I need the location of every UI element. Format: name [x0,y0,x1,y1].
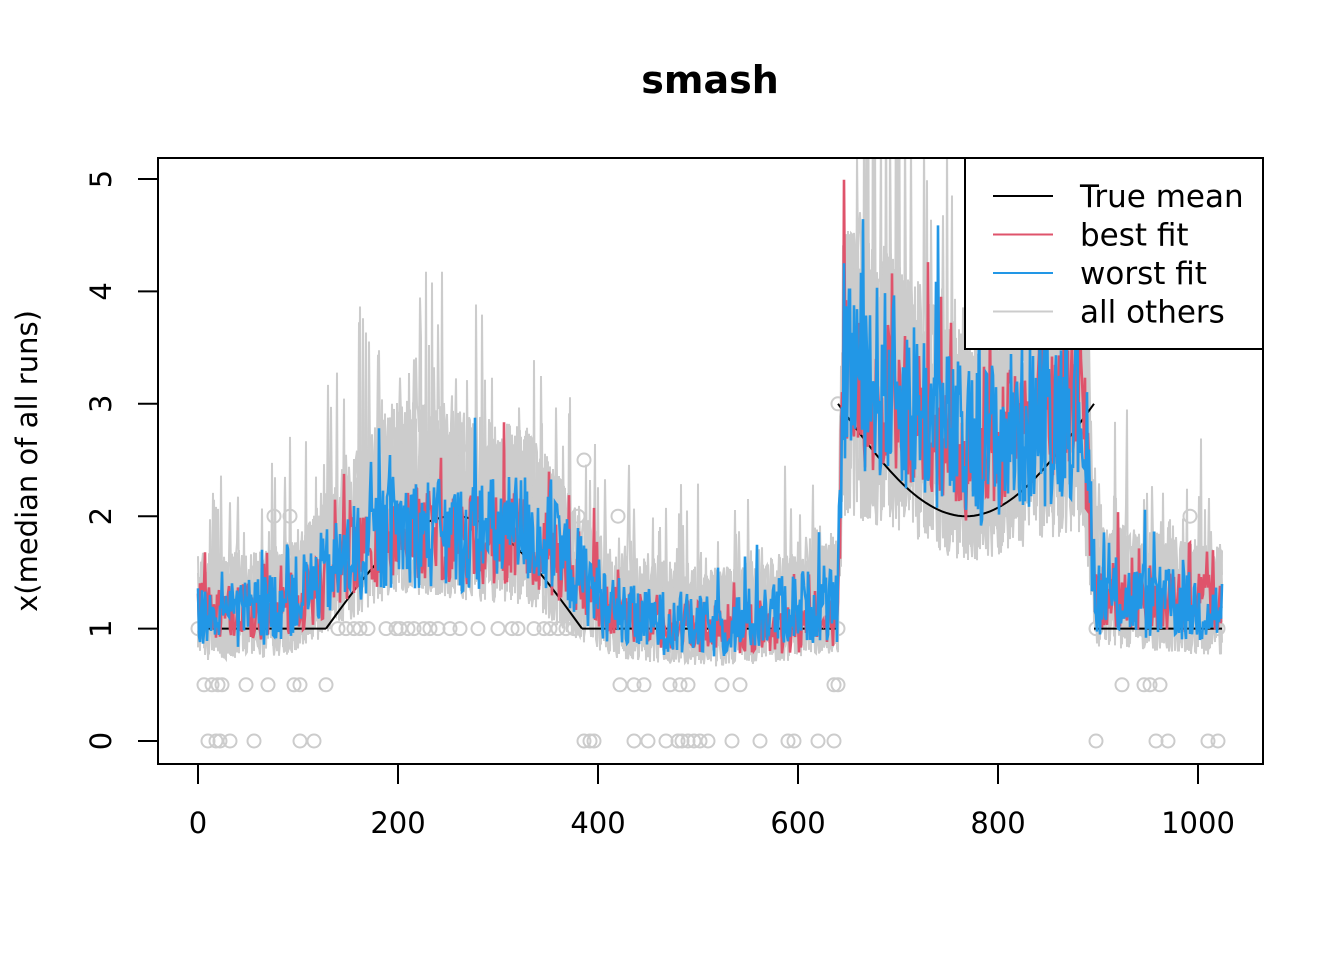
run-median-point [700,733,716,749]
x-tick-label: 1000 [1161,806,1235,840]
run-median-point [360,621,376,637]
run-median-point [586,733,602,749]
run-median-point [352,621,368,637]
run-median-point [222,733,238,749]
run-median-point [826,733,842,749]
run-median-point [286,677,302,693]
run-median-point [542,621,558,637]
y-tick-label: 2 [84,507,118,525]
run-median-point [610,508,626,524]
run-median-point [576,733,592,749]
run-median-point [510,621,526,637]
legend-label: best fit [1080,218,1189,254]
x-tick-label: 600 [770,806,825,840]
run-median-point [266,508,282,524]
legend-label: all others [1080,295,1225,331]
run-median-point [400,621,416,637]
run-median-point [260,677,276,693]
run-median-point [662,677,678,693]
y-tick-label: 5 [84,170,118,188]
run-median-point [626,677,642,693]
run-median-point [452,621,468,637]
run-median-point [636,677,652,693]
run-median-point [318,677,334,693]
run-median-point [470,621,486,637]
run-median-point [406,621,422,637]
run-median-point [626,733,642,749]
y-tick-label: 0 [84,732,118,750]
run-median-point [292,733,308,749]
run-median-point [1142,677,1158,693]
run-median-point [442,621,458,637]
run-median-point [238,677,254,693]
run-median-point [680,677,696,693]
run-median-point [566,621,582,637]
run-median-point [526,621,542,637]
run-median-point [810,733,826,749]
x-axis: 0 200 400 600 800 1000 [189,763,1235,840]
x-tick-label: 200 [370,806,425,840]
run-median-point [752,733,768,749]
run-median-point [1210,733,1226,749]
run-median-point [210,677,226,693]
run-median-point [558,621,574,637]
x-tick-label: 800 [970,806,1025,840]
run-median-point [670,733,686,749]
run-median-point [724,733,740,749]
run-median-point [732,677,748,693]
y-axis: 0 1 2 3 4 5 [84,170,159,750]
run-median-point [282,508,298,524]
run-median-point [204,677,220,693]
run-median-point [1160,733,1176,749]
run-median-point [714,677,730,693]
run-median-point [640,733,656,749]
run-median-point [830,677,846,693]
run-median-point [212,733,228,749]
worst-fit-series [196,158,1224,657]
run-median-point [292,677,308,693]
x-tick-label: 0 [189,806,207,840]
legend-label: True mean [1079,179,1244,215]
run-median-point [612,677,628,693]
run-median-point [550,621,566,637]
run-median-point [504,621,520,637]
run-median-point [490,621,506,637]
run-median-point [1182,508,1198,524]
y-axis-label: x(median of all runs) [10,310,44,612]
run-median-point [1152,677,1168,693]
chart-title: smash [641,58,779,102]
run-median-point [576,452,592,468]
run-median-point [672,677,688,693]
run-median-point [1136,677,1152,693]
run-median-point [582,733,598,749]
run-median-point [826,677,842,693]
legend-label: worst fit [1080,256,1207,292]
worst-fit-line [196,158,1224,657]
legend-box [964,157,1264,350]
run-median-point [780,733,796,749]
run-median-point [1114,677,1130,693]
run-median-point [1088,733,1104,749]
run-median-point [422,621,438,637]
run-median-point [786,733,802,749]
y-tick-label: 3 [84,395,118,413]
run-median-point [570,508,586,524]
run-median-point [692,733,708,749]
all-others-line [197,158,1223,664]
y-tick-label: 1 [84,619,118,637]
run-median-point [306,733,322,749]
x-tick-label: 400 [570,806,625,840]
run-median-point [1200,733,1216,749]
run-median-point [214,677,230,693]
run-median-point [246,733,262,749]
y-tick-label: 4 [84,282,118,300]
run-median-point [330,621,346,637]
